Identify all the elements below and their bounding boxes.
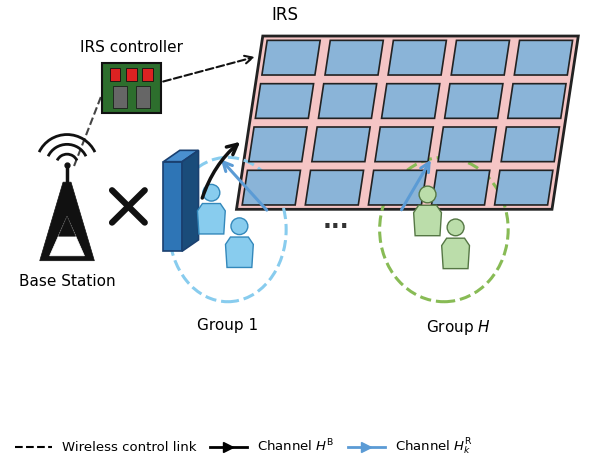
- Polygon shape: [514, 41, 572, 75]
- Polygon shape: [382, 84, 440, 118]
- FancyBboxPatch shape: [113, 86, 127, 108]
- Legend: Wireless control link, Channel $H^{\mathrm{B}}$, Channel $H_k^{\mathrm{R}}$: Wireless control link, Channel $H^{\math…: [10, 432, 478, 463]
- Polygon shape: [442, 238, 469, 269]
- Polygon shape: [508, 84, 566, 118]
- Circle shape: [419, 186, 436, 203]
- Polygon shape: [501, 127, 559, 161]
- Polygon shape: [431, 170, 490, 205]
- Text: IRS controller: IRS controller: [80, 40, 183, 55]
- Polygon shape: [182, 151, 199, 251]
- Polygon shape: [40, 182, 94, 261]
- Polygon shape: [451, 41, 509, 75]
- Polygon shape: [312, 127, 370, 161]
- Polygon shape: [242, 170, 301, 205]
- Polygon shape: [445, 84, 503, 118]
- Polygon shape: [197, 203, 225, 234]
- Polygon shape: [236, 36, 578, 209]
- Polygon shape: [325, 41, 383, 75]
- Circle shape: [231, 218, 248, 235]
- Text: Group 1: Group 1: [197, 318, 258, 333]
- FancyBboxPatch shape: [136, 86, 150, 108]
- Polygon shape: [388, 41, 446, 75]
- Polygon shape: [163, 161, 182, 251]
- Circle shape: [447, 219, 464, 236]
- Text: Group $H$: Group $H$: [426, 318, 491, 337]
- Polygon shape: [249, 127, 307, 161]
- FancyBboxPatch shape: [142, 68, 153, 81]
- Text: Base Station: Base Station: [19, 274, 115, 289]
- Polygon shape: [226, 237, 253, 268]
- Circle shape: [203, 185, 220, 201]
- Polygon shape: [413, 205, 442, 236]
- Polygon shape: [59, 217, 76, 236]
- Polygon shape: [494, 170, 553, 205]
- FancyBboxPatch shape: [110, 68, 120, 81]
- Polygon shape: [50, 217, 85, 256]
- Polygon shape: [375, 127, 433, 161]
- Polygon shape: [368, 170, 427, 205]
- Text: ...: ...: [323, 209, 349, 233]
- Polygon shape: [256, 84, 314, 118]
- Polygon shape: [262, 41, 320, 75]
- Polygon shape: [319, 84, 377, 118]
- FancyBboxPatch shape: [102, 63, 161, 112]
- FancyBboxPatch shape: [126, 68, 137, 81]
- Text: IRS: IRS: [272, 7, 299, 25]
- Polygon shape: [438, 127, 496, 161]
- Polygon shape: [163, 151, 199, 161]
- Polygon shape: [305, 170, 364, 205]
